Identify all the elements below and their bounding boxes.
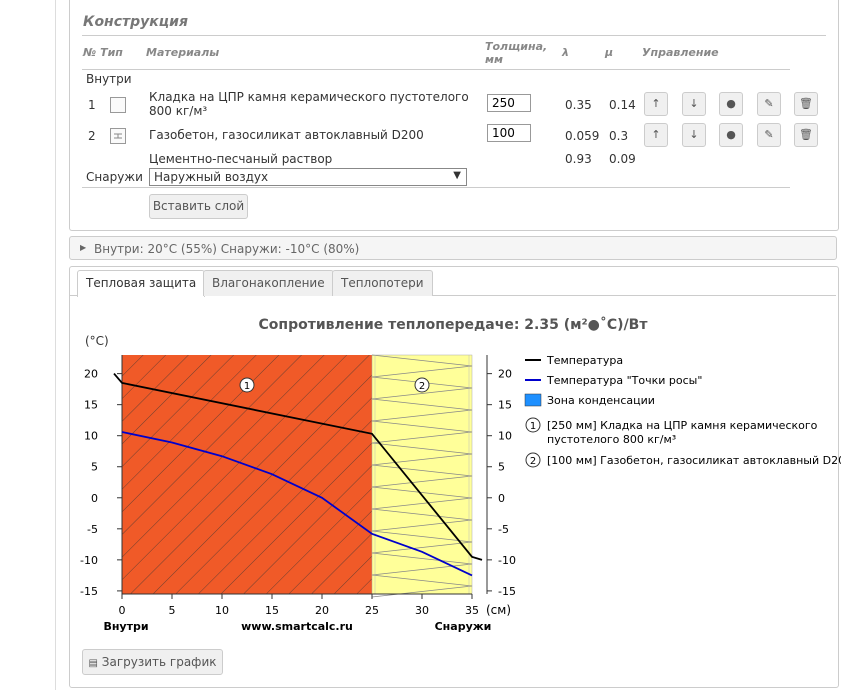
block-pattern-icon[interactable] <box>110 128 126 144</box>
trash-icon[interactable]: 🗑 <box>794 92 818 116</box>
layer-number: 1 <box>88 98 96 112</box>
tab-heat-loss[interactable]: Теплопотери <box>332 270 433 296</box>
arrow-down-icon[interactable]: ↓ <box>682 92 706 116</box>
chart-heading: Сопротивление теплопередаче: 2.35 (м²●˚C… <box>258 317 648 333</box>
tab-thermal-protection[interactable]: Тепловая защита <box>77 270 206 297</box>
thickness-input[interactable] <box>487 124 531 142</box>
mu-value: 0.14 <box>609 98 636 112</box>
construction-panel: Конструкция № Тип Материалы Толщина, мм … <box>69 0 839 231</box>
mortar-name: Цементно-песчаный раствор <box>149 152 333 166</box>
insert-layer-button[interactable]: Вставить слой <box>149 194 248 219</box>
triangle-right-icon: ▶ <box>80 243 87 252</box>
mortar-mu: 0.09 <box>609 152 636 166</box>
inside-label: Внутри <box>86 72 132 86</box>
outside-select[interactable]: Наружный воздух ▼ <box>149 168 467 186</box>
trash-icon[interactable]: 🗑 <box>794 123 818 147</box>
thickness-input[interactable] <box>487 94 531 112</box>
tab-divider <box>70 295 836 296</box>
header-control: Управление <box>642 46 719 59</box>
layer-name: Кладка на ЦПР камня керамического пустот… <box>149 90 469 118</box>
save-icon: ▤ <box>88 658 98 669</box>
conditions-text: Внутри: 20°C (55%) Снаружи: -10°C (80%) <box>94 242 360 256</box>
mu-value: 0.3 <box>609 129 629 143</box>
layer-number: 2 <box>88 129 96 143</box>
construction-title: Конструкция <box>83 14 188 30</box>
dropdown-arrow-icon: ▼ <box>453 170 461 181</box>
mortar-lambda: 0.93 <box>565 152 592 166</box>
divider <box>82 69 790 70</box>
tab-moisture[interactable]: Влагонакопление <box>203 270 334 296</box>
lambda-value: 0.059 <box>565 129 600 143</box>
dot-icon[interactable]: ● <box>719 92 743 116</box>
brick-pattern-icon[interactable] <box>110 97 126 113</box>
lambda-value: 0.35 <box>565 98 592 112</box>
pencil-icon[interactable]: ✎ <box>757 123 781 147</box>
header-lambda: λ <box>562 46 569 59</box>
divider <box>82 35 826 36</box>
header-thickness: Толщина, мм <box>485 40 548 66</box>
arrow-up-icon[interactable]: ↑ <box>644 123 668 147</box>
divider <box>82 187 790 188</box>
dot-icon[interactable]: ● <box>719 123 743 147</box>
header-mu: μ <box>605 46 614 59</box>
header-num-type: № Тип <box>83 46 123 59</box>
outside-label: Снаружи <box>86 170 143 184</box>
conditions-toggle[interactable]: ▶ Внутри: 20°C (55%) Снаружи: -10°C (80%… <box>69 236 837 260</box>
load-chart-button[interactable]: ▤ Загрузить график <box>82 649 223 675</box>
header-materials: Материалы <box>146 46 220 59</box>
arrow-down-icon[interactable]: ↓ <box>682 123 706 147</box>
layer-name: Газобетон, газосиликат автоклавный D200 <box>149 128 424 142</box>
pencil-icon[interactable]: ✎ <box>757 92 781 116</box>
arrow-up-icon[interactable]: ↑ <box>644 92 668 116</box>
